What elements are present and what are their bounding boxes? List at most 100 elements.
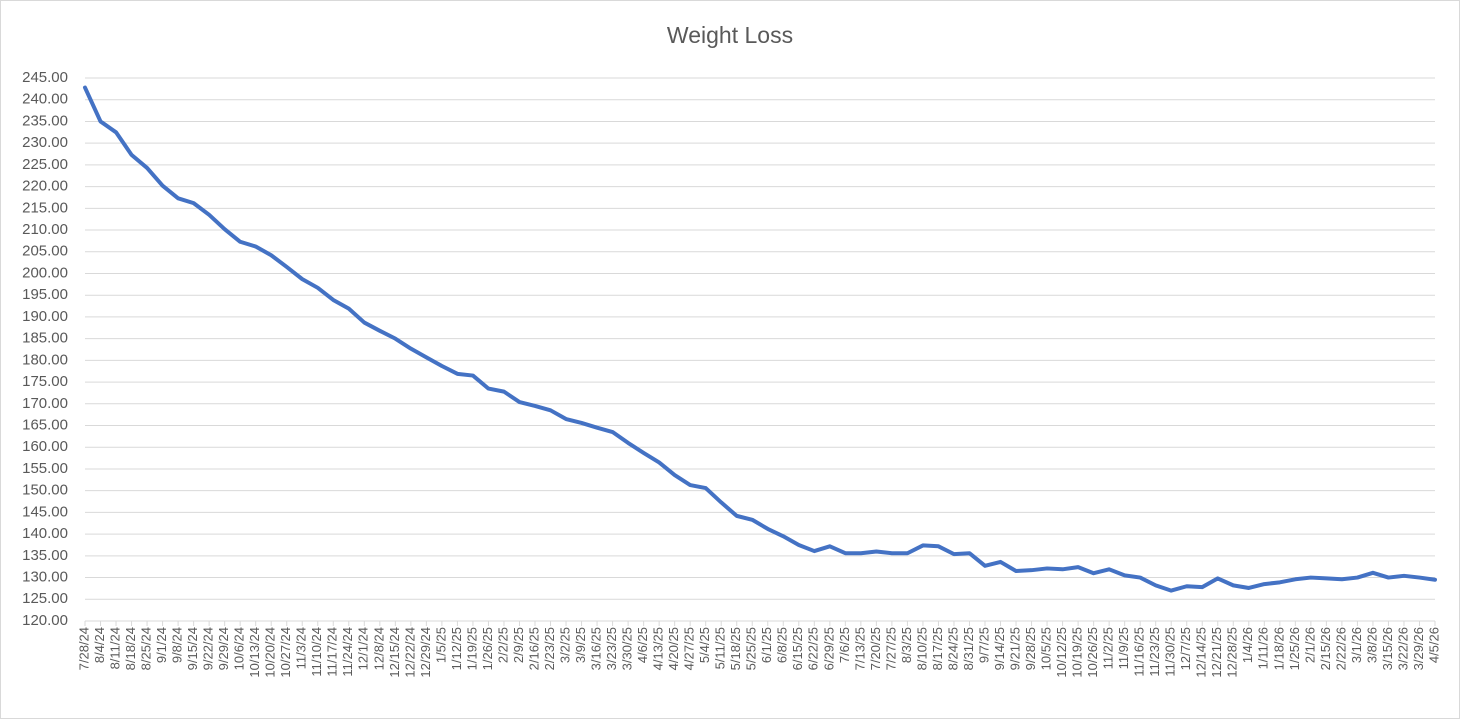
y-tick-label: 135.00 bbox=[22, 547, 68, 564]
x-tick-label: 9/14/25 bbox=[992, 627, 1007, 670]
y-tick-label: 210.00 bbox=[22, 221, 68, 238]
x-tick-label: 10/26/25 bbox=[1085, 627, 1100, 678]
x-tick-label: 12/21/25 bbox=[1209, 627, 1224, 678]
y-tick-label: 230.00 bbox=[22, 134, 68, 151]
x-tick-label: 12/14/25 bbox=[1194, 627, 1209, 678]
x-tick-label: 10/20/24 bbox=[263, 627, 278, 678]
x-tick-label: 6/15/25 bbox=[790, 627, 805, 670]
x-tick-label: 11/17/24 bbox=[325, 627, 340, 677]
y-tick-label: 245.00 bbox=[22, 69, 68, 86]
x-tick-label: 9/8/24 bbox=[170, 627, 185, 663]
x-tick-label: 3/22/26 bbox=[1395, 627, 1410, 670]
x-tick-label: 5/4/25 bbox=[697, 627, 712, 663]
x-tick-label: 2/2/25 bbox=[495, 627, 510, 663]
x-tick-label: 1/11/26 bbox=[1256, 627, 1271, 669]
x-tick-label: 12/7/25 bbox=[1178, 627, 1193, 670]
x-tick-label: 8/24/25 bbox=[945, 627, 960, 670]
y-tick-label: 205.00 bbox=[22, 243, 68, 260]
x-tick-label: 7/27/25 bbox=[883, 627, 898, 670]
x-tick-label: 5/18/25 bbox=[728, 627, 743, 670]
x-tick-label: 10/5/25 bbox=[1039, 627, 1054, 670]
y-tick-label: 120.00 bbox=[22, 612, 68, 629]
x-tick-label: 10/19/25 bbox=[1070, 627, 1085, 678]
x-tick-label: 9/7/25 bbox=[976, 627, 991, 663]
y-tick-label: 170.00 bbox=[22, 395, 68, 412]
x-tick-label: 11/30/25 bbox=[1163, 627, 1178, 677]
x-tick-label: 1/18/26 bbox=[1271, 627, 1286, 670]
x-tick-label: 1/5/25 bbox=[433, 627, 448, 663]
x-tick-label: 8/4/24 bbox=[92, 627, 107, 663]
y-tick-label: 195.00 bbox=[22, 286, 68, 303]
x-tick-label: 9/22/24 bbox=[201, 627, 216, 670]
x-tick-label: 3/8/26 bbox=[1364, 627, 1379, 663]
x-tick-label: 1/4/26 bbox=[1240, 627, 1255, 663]
x-tick-label: 4/13/25 bbox=[651, 627, 666, 670]
y-tick-label: 190.00 bbox=[22, 308, 68, 325]
y-tick-label: 175.00 bbox=[22, 373, 68, 390]
x-tick-label: 8/11/24 bbox=[107, 627, 122, 669]
y-tick-label: 180.00 bbox=[22, 351, 68, 368]
x-tick-label: 9/1/24 bbox=[154, 627, 169, 663]
x-tick-label: 12/8/24 bbox=[371, 627, 386, 670]
x-tick-label: 7/6/25 bbox=[837, 627, 852, 663]
x-tick-label: 9/28/25 bbox=[1023, 627, 1038, 670]
x-tick-label: 10/6/24 bbox=[232, 627, 247, 670]
y-tick-label: 220.00 bbox=[22, 178, 68, 195]
x-tick-label: 8/3/25 bbox=[899, 627, 914, 663]
x-tick-label: 6/8/25 bbox=[775, 627, 790, 663]
x-tick-label: 3/16/25 bbox=[589, 627, 604, 670]
y-tick-label: 200.00 bbox=[22, 264, 68, 281]
x-tick-label: 1/12/25 bbox=[449, 627, 464, 670]
y-tick-label: 140.00 bbox=[22, 525, 68, 542]
x-tick-label: 10/27/24 bbox=[278, 627, 293, 678]
x-tick-label: 6/29/25 bbox=[821, 627, 836, 670]
x-tick-label: 4/5/26 bbox=[1426, 627, 1441, 663]
x-tick-label: 12/29/24 bbox=[418, 627, 433, 678]
chart-title: Weight Loss bbox=[667, 22, 793, 48]
x-tick-label: 9/29/24 bbox=[216, 627, 231, 670]
x-tick-label: 8/17/25 bbox=[930, 627, 945, 670]
x-tick-label: 2/9/25 bbox=[511, 627, 526, 663]
x-tick-label: 1/26/25 bbox=[480, 627, 495, 670]
x-tick-label: 4/27/25 bbox=[682, 627, 697, 670]
x-tick-label: 6/22/25 bbox=[806, 627, 821, 670]
x-tick-label: 9/21/25 bbox=[1007, 627, 1022, 670]
x-tick-label: 12/1/24 bbox=[356, 627, 371, 670]
y-tick-label: 215.00 bbox=[22, 199, 68, 216]
y-tick-label: 225.00 bbox=[22, 156, 68, 173]
x-tick-label: 3/23/25 bbox=[604, 627, 619, 670]
x-tick-label: 3/29/26 bbox=[1411, 627, 1426, 670]
x-tick-label: 11/23/25 bbox=[1147, 627, 1162, 677]
x-tick-label: 8/25/24 bbox=[139, 627, 154, 670]
x-tick-label: 3/15/26 bbox=[1380, 627, 1395, 670]
x-tick-label: 2/16/25 bbox=[526, 627, 541, 670]
x-tick-label: 12/15/24 bbox=[387, 627, 402, 678]
y-tick-label: 130.00 bbox=[22, 569, 68, 586]
x-tick-label: 1/19/25 bbox=[464, 627, 479, 670]
x-tick-label: 12/28/25 bbox=[1225, 627, 1240, 678]
y-tick-label: 155.00 bbox=[22, 460, 68, 477]
x-tick-label: 11/3/24 bbox=[294, 627, 309, 669]
x-tick-label: 4/6/25 bbox=[635, 627, 650, 663]
x-tick-label: 4/20/25 bbox=[666, 627, 681, 670]
x-tick-label: 2/23/25 bbox=[542, 627, 557, 670]
data-line bbox=[83, 85, 1437, 593]
x-tick-label: 6/1/25 bbox=[759, 627, 774, 663]
x-tick-label: 1/25/26 bbox=[1287, 627, 1302, 670]
x-tick-label: 11/10/24 bbox=[309, 627, 324, 677]
y-tick-label: 150.00 bbox=[22, 482, 68, 499]
x-tick-label: 2/1/26 bbox=[1302, 627, 1317, 663]
x-tick-label: 2/22/26 bbox=[1333, 627, 1348, 670]
x-tick-label: 8/31/25 bbox=[961, 627, 976, 670]
x-tick-label: 8/18/24 bbox=[123, 627, 138, 670]
x-tick-label: 7/20/25 bbox=[868, 627, 883, 670]
x-tick-label: 11/16/25 bbox=[1132, 627, 1147, 677]
x-tick-label: 3/2/25 bbox=[557, 627, 572, 663]
x-tick-label: 9/15/24 bbox=[185, 627, 200, 670]
x-tick-label: 5/11/25 bbox=[713, 627, 728, 669]
y-tick-label: 125.00 bbox=[22, 590, 68, 607]
x-tick-label: 11/24/24 bbox=[340, 627, 355, 677]
